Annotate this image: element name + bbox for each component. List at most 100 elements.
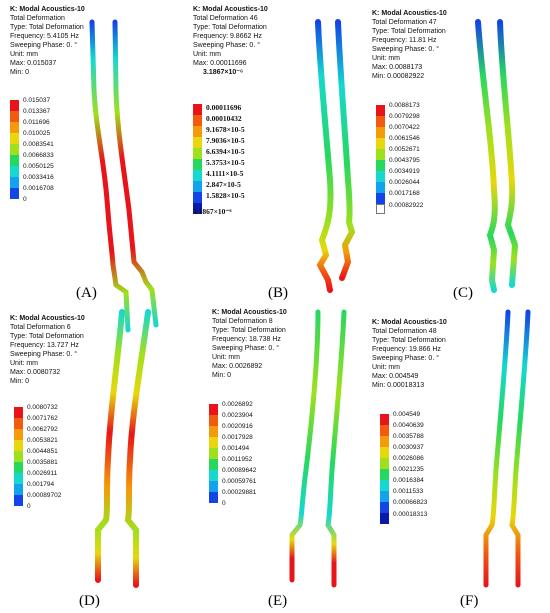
panel-f-line: Min: 0.00018313	[372, 382, 425, 389]
legend-swatch	[14, 484, 23, 495]
panel-c-line: Total Deformation 47	[372, 19, 437, 26]
legend-value: 0	[222, 500, 226, 507]
panel-e-header: K: Modal Acoustics-10 Total Deformation …	[212, 308, 287, 380]
legend-value: 0.00082922	[389, 202, 424, 209]
legend-value: 0.0030937	[393, 444, 424, 451]
legend-swatch	[10, 144, 19, 155]
panel-f-header: K: Modal Acoustics-10 Total Deformation …	[372, 318, 447, 390]
legend-swatch	[376, 105, 385, 116]
panel-d-caption: (D)	[79, 593, 100, 609]
legend-swatch	[380, 491, 389, 502]
panel-b-min-value: 3.1867×10⁻⁶	[203, 69, 244, 76]
legend-value: 0.0021235	[393, 466, 424, 473]
legend-value: 0.0017928	[222, 434, 253, 441]
panel-f-line: Unit: mm	[372, 364, 400, 371]
panel-c-line: Unit: mm	[372, 55, 400, 62]
legend-value: 0.0035881	[27, 459, 58, 466]
panel-a-caption: (A)	[76, 285, 97, 301]
legend-value: 0	[23, 196, 27, 203]
panel-e-line: Max: 0.0026892	[212, 363, 263, 370]
legend-value: 0.0026044	[389, 179, 420, 186]
legend-value: 0.0066833	[23, 152, 54, 159]
legend-value: 0.0050125	[23, 163, 54, 170]
legend-swatch	[376, 127, 385, 138]
legend-value: 0.0080732	[27, 404, 58, 411]
panel-d-line: Min: 0	[10, 378, 30, 385]
panel-b-line: Unit: mm	[193, 51, 221, 58]
legend-value: 9.1678×10-5	[206, 125, 245, 134]
legend-value: 0.0035788	[393, 433, 424, 440]
legend-value: 7.9036×10-5	[206, 136, 245, 145]
panel-e-line: Total Deformation 8	[212, 318, 273, 325]
legend-swatch	[376, 204, 385, 214]
legend-swatch	[376, 149, 385, 160]
panel-c-title: K: Modal Acoustics-10	[372, 10, 447, 17]
panel-a-line: Max: 0.015037	[10, 60, 57, 67]
legend-value: 0.0088173	[389, 102, 420, 109]
legend-swatch	[380, 469, 389, 480]
legend-swatch	[376, 116, 385, 127]
panel-d-line: Frequency: 13.727 Hz	[10, 342, 79, 349]
legend-swatch	[376, 182, 385, 193]
panel-f-line: Type: Total Deformation	[372, 337, 446, 344]
panel-f-line: Max: 0.004549	[372, 373, 419, 380]
legend-swatch	[10, 133, 19, 144]
legend-value: 0.0061546	[389, 135, 420, 142]
legend-swatch	[380, 480, 389, 491]
panel-e-line: Min: 0	[212, 372, 232, 379]
legend-value: 2.847×10-5	[206, 180, 241, 189]
legend-swatch	[14, 429, 23, 440]
legend-value: 0.001794	[27, 481, 55, 488]
legend-swatch	[193, 203, 202, 214]
legend-swatch	[10, 166, 19, 177]
legend-value: 0.00018313	[393, 511, 428, 518]
legend-value: 0.013367	[23, 108, 51, 115]
legend-swatch	[209, 404, 218, 415]
legend-swatch	[209, 426, 218, 437]
legend-value: 0.004549	[393, 411, 421, 418]
legend-swatch	[376, 171, 385, 182]
legend-value: 0.0026911	[27, 470, 58, 477]
panel-f-line: Sweeping Phase: 0. °	[372, 355, 440, 362]
legend-value: 0.00059761	[222, 478, 257, 485]
legend-swatch	[193, 181, 202, 192]
legend-value: 0.00089702	[27, 492, 62, 499]
legend-swatch	[14, 495, 23, 506]
panel-a-line: Total Deformation	[10, 15, 65, 22]
legend-value: 0.0079298	[389, 113, 420, 120]
panel-b-line: Max: 0.00011696	[193, 60, 247, 67]
panel-a-line: Min: 0	[10, 69, 30, 76]
legend-swatch	[10, 155, 19, 166]
legend-swatch	[380, 513, 389, 524]
legend-swatch	[14, 407, 23, 418]
legend-swatch	[209, 470, 218, 481]
legend-value: 0.0070422	[389, 124, 420, 131]
panel-c-line: Frequency: 11.81 Hz	[372, 37, 437, 44]
legend-value: 4.1111×10-5	[206, 169, 244, 178]
legend-value: 0.0011533	[393, 488, 424, 495]
legend-swatch	[380, 502, 389, 513]
legend-swatch	[376, 160, 385, 171]
panel-d-line: Type: Total Deformation	[10, 333, 84, 340]
panel-c-line: Sweeping Phase: 0. °	[372, 46, 440, 53]
panel-d-line: Max: 0.0080732	[10, 369, 61, 376]
legend-swatch	[380, 436, 389, 447]
legend-value: 0.00066823	[393, 499, 428, 506]
legend-value: 0.010025	[23, 130, 51, 137]
panel-e-line: Sweeping Phase: 0. °	[212, 345, 280, 352]
panel-c-line: Min: 0.00082922	[372, 73, 425, 80]
panel-c-caption: (C)	[453, 285, 473, 301]
legend-value: 0.001494	[222, 445, 250, 452]
legend-value: 1.5828×10-5	[206, 191, 245, 200]
legend-swatch	[193, 137, 202, 148]
panel-a-line: Frequency: 5.4105 Hz	[10, 33, 79, 40]
legend-value: 0.00011696	[206, 103, 242, 112]
panel-c-line: Max: 0.0088173	[372, 64, 423, 71]
legend-swatch	[380, 414, 389, 425]
legend-swatch	[10, 122, 19, 133]
panel-b-title: K: Modal Acoustics-10	[193, 6, 268, 13]
